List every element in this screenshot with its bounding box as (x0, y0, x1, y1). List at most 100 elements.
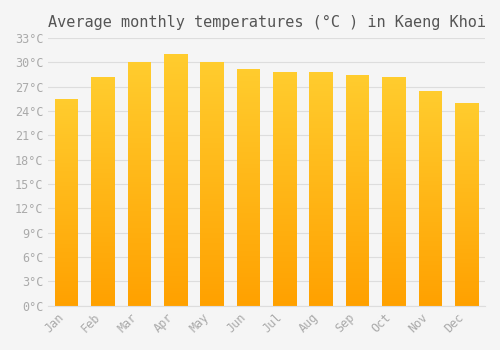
Bar (310, 133, 333, 135)
Bar (164, 248, 188, 251)
Bar (418, 104, 442, 106)
Bar (455, 296, 478, 298)
Bar (91, 98, 115, 100)
Bar (455, 138, 478, 140)
Bar (91, 253, 115, 255)
Bar (236, 268, 260, 270)
Bar (128, 225, 151, 228)
Bar (164, 125, 188, 127)
Bar (200, 299, 224, 301)
Bar (382, 196, 406, 198)
Bar (273, 196, 296, 198)
Bar (200, 65, 224, 67)
Bar (382, 274, 406, 276)
Bar (164, 223, 188, 225)
Bar (418, 216, 442, 218)
Bar (200, 233, 224, 235)
Bar (418, 183, 442, 186)
Bar (164, 87, 188, 90)
Bar (455, 298, 478, 300)
Bar (273, 278, 296, 280)
Bar (236, 97, 260, 100)
Bar (273, 264, 296, 266)
Bar (200, 140, 224, 143)
Bar (382, 86, 406, 89)
Bar (273, 275, 296, 278)
Bar (455, 178, 478, 180)
Bar (164, 213, 188, 215)
Bar (128, 204, 151, 206)
Bar (455, 273, 478, 275)
Bar (128, 104, 151, 106)
Bar (236, 192, 260, 195)
Bar (273, 259, 296, 261)
Bar (382, 276, 406, 278)
Bar (91, 109, 115, 111)
Bar (382, 105, 406, 107)
Bar (164, 183, 188, 185)
Bar (236, 273, 260, 275)
Bar (91, 278, 115, 281)
Bar (91, 164, 115, 166)
Bar (346, 153, 370, 155)
Bar (54, 268, 78, 271)
Bar (310, 247, 333, 250)
Bar (91, 233, 115, 235)
Bar (310, 212, 333, 215)
Bar (54, 124, 78, 126)
Bar (273, 149, 296, 152)
Bar (273, 292, 296, 294)
Bar (382, 134, 406, 136)
Bar (455, 160, 478, 162)
Bar (128, 218, 151, 220)
Bar (54, 258, 78, 260)
Bar (91, 260, 115, 262)
Bar (418, 147, 442, 149)
Bar (273, 170, 296, 173)
Bar (382, 144, 406, 146)
Bar (236, 249, 260, 251)
Bar (273, 215, 296, 217)
Bar (382, 226, 406, 228)
Bar (91, 246, 115, 248)
Bar (91, 198, 115, 201)
Bar (236, 149, 260, 152)
Bar (236, 204, 260, 206)
Bar (128, 296, 151, 299)
Bar (310, 194, 333, 196)
Bar (54, 302, 78, 304)
Bar (273, 266, 296, 268)
Bar (455, 217, 478, 219)
Bar (455, 196, 478, 198)
Bar (346, 225, 370, 227)
Bar (236, 289, 260, 292)
Bar (418, 250, 442, 252)
Bar (164, 278, 188, 281)
Bar (164, 218, 188, 220)
Bar (91, 235, 115, 237)
Bar (273, 243, 296, 245)
Bar (310, 287, 333, 289)
Bar (128, 162, 151, 165)
Bar (236, 112, 260, 114)
Bar (310, 89, 333, 91)
Bar (91, 214, 115, 217)
Bar (164, 298, 188, 301)
Bar (455, 198, 478, 200)
Bar (382, 242, 406, 244)
Bar (164, 142, 188, 145)
Bar (418, 237, 442, 239)
Bar (164, 271, 188, 273)
Bar (346, 89, 370, 91)
Bar (346, 139, 370, 142)
Bar (310, 182, 333, 184)
Bar (310, 114, 333, 117)
Bar (236, 78, 260, 81)
Bar (164, 115, 188, 117)
Bar (54, 188, 78, 190)
Bar (382, 123, 406, 125)
Bar (310, 110, 333, 112)
Bar (200, 106, 224, 109)
Bar (455, 152, 478, 154)
Bar (273, 142, 296, 145)
